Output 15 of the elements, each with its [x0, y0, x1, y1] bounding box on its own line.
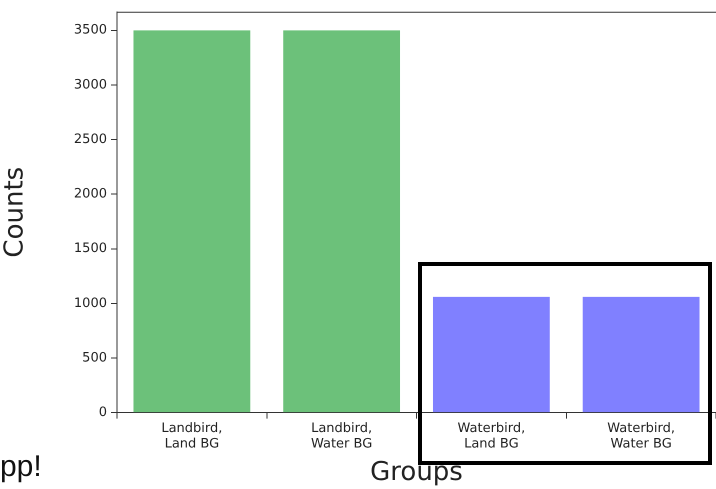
x-axis-title: Groups: [370, 457, 463, 488]
y-axis-title: Counts: [0, 166, 30, 258]
x-tick-label: Landbird, Water BG: [310, 420, 372, 452]
y-tick-label: 2500: [74, 132, 107, 147]
y-tick-label: 0: [98, 404, 107, 420]
x-tick-label: Waterbird, Water BG: [607, 420, 676, 452]
x-tick-label: Landbird, Land BG: [161, 420, 222, 452]
y-tick-label: 3000: [74, 77, 107, 92]
text: pp!: [0, 450, 42, 484]
y-tick-label: 3500: [74, 22, 107, 38]
y-tick-label: 500: [82, 350, 107, 366]
y-tick-label: 2000: [74, 186, 107, 202]
y-tick-label: 1500: [74, 241, 107, 256]
x-tick-label: Waterbird, Land BG: [457, 420, 526, 452]
y-tick-label: 1000: [74, 296, 107, 311]
